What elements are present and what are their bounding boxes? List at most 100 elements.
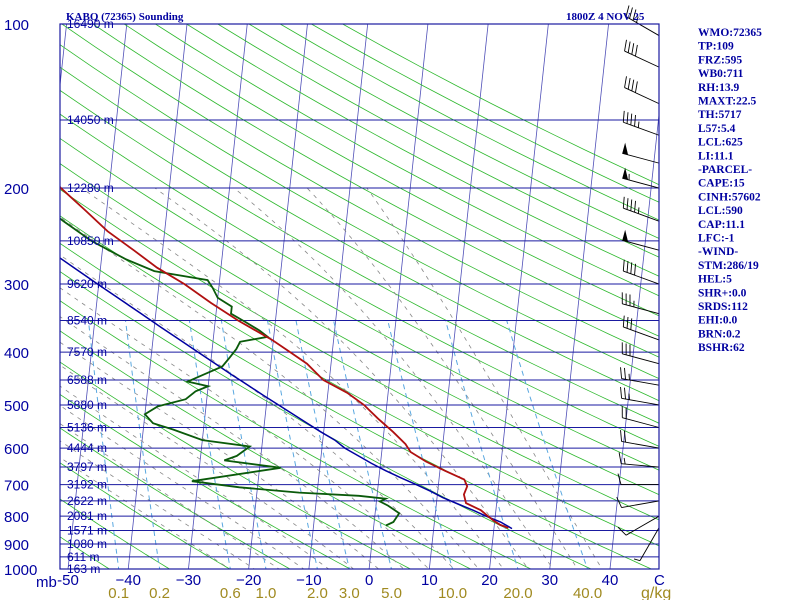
moist-adiabat-line <box>60 404 305 569</box>
height-label: 1571 m <box>67 524 107 538</box>
pressure-tick-label: 300 <box>4 277 29 294</box>
dry-adiabat-line <box>61 24 659 358</box>
background-grid <box>0 12 659 581</box>
wind-barb-flag <box>624 76 627 88</box>
wind-barb-staff <box>623 121 660 136</box>
wind-barb-flag <box>626 261 629 273</box>
wind-barb-staff <box>622 177 660 189</box>
height-label: 3192 m <box>67 478 107 492</box>
temperature-profile-line <box>60 185 509 529</box>
pressure-tick-label: 1000 <box>4 562 37 579</box>
height-label: 3797 m <box>67 460 107 474</box>
wind-barb-staff <box>623 207 660 222</box>
isotherm-line <box>609 111 659 569</box>
height-label: 1080 m <box>67 537 107 551</box>
wind-barb-pennant <box>622 167 629 180</box>
mixing-ratio-label: 0.1 <box>108 585 129 600</box>
temperature-tick-label: 0 <box>365 572 373 589</box>
wind-barb-flag <box>620 430 623 442</box>
wind-barb-flag <box>627 77 631 90</box>
dry-adiabat-line <box>60 361 412 569</box>
moist-adiabat-line <box>60 440 256 569</box>
height-label: 8540 m <box>67 314 107 328</box>
wind-barb-flag <box>626 112 629 124</box>
wind-barb <box>620 386 660 406</box>
moist-adiabat-line <box>154 187 529 569</box>
dry-adiabat-line <box>60 462 231 569</box>
wind-barb-half-flag <box>636 16 639 23</box>
dry-adiabat-line <box>123 24 659 317</box>
wind-barb-pennant <box>622 142 629 155</box>
moist-adiabat-line <box>60 385 330 569</box>
mixing-ratio-line <box>506 320 589 569</box>
mixing-ratio-label: 0.2 <box>149 585 170 600</box>
wind-barb-flag <box>634 200 636 213</box>
height-label: 10850 m <box>67 234 114 248</box>
stability-index: CINH:57602 <box>698 191 761 203</box>
wind-barb-flag <box>626 316 629 329</box>
moist-adiabat-line <box>60 287 430 569</box>
isotherm-line <box>0 12 8 581</box>
stability-index: BSHR:62 <box>698 342 745 354</box>
stability-index: EHI:0.0 <box>698 315 738 327</box>
mixing-ratio-line <box>445 320 519 569</box>
mixing-ratio-units-label: g/kg <box>641 585 671 600</box>
wind-barb-flag <box>624 387 626 400</box>
dry-adiabat-line <box>60 427 291 569</box>
isotherm-line <box>549 24 609 569</box>
isotherm-line <box>428 24 489 569</box>
wind-barb <box>621 292 660 315</box>
stability-index: RH:13.9 <box>698 82 739 94</box>
wind-barb-flag <box>630 199 633 211</box>
stability-index: WB0:711 <box>698 68 744 80</box>
wind-barb-staff <box>621 441 660 449</box>
height-label: 5880 m <box>67 398 107 412</box>
mixing-ratio-label: 2.0 <box>307 585 328 600</box>
wind-barb <box>622 315 660 341</box>
wind-barb-flag <box>624 430 626 443</box>
wind-barb-half-flag <box>637 121 640 128</box>
stability-index: HEL:5 <box>698 274 732 286</box>
isotherm-line <box>60 24 67 89</box>
mixing-ratio-line <box>220 320 267 569</box>
temperature-tick-label: 10 <box>421 572 438 589</box>
wind-barb-flag <box>627 41 631 53</box>
stability-index: MAXT:22.5 <box>698 96 756 108</box>
dry-adiabat-line <box>155 24 659 297</box>
wind-barb-staff <box>621 397 660 406</box>
isotherm-line <box>127 24 188 569</box>
dry-adiabat-line <box>217 24 659 258</box>
wind-barb-staff <box>625 16 660 36</box>
mixing-ratio-line <box>125 320 161 569</box>
wind-barb <box>633 527 660 562</box>
temperature-tick-label: −20 <box>236 572 261 589</box>
temperature-tick-label: 20 <box>481 572 498 589</box>
stability-index: BRN:0.2 <box>698 328 741 340</box>
stability-index: LCL:625 <box>698 137 743 149</box>
height-label: 16490 m <box>67 17 114 31</box>
stability-index: L57:5.4 <box>698 123 736 135</box>
wind-barb-flag <box>630 262 633 274</box>
parcel-profile-line <box>60 257 513 530</box>
wind-barb-flag <box>630 318 633 330</box>
stability-index: CAPE:15 <box>698 178 745 190</box>
wind-barb-flag <box>622 196 625 209</box>
temperature-tick-label: −40 <box>115 572 140 589</box>
pressure-tick-label: 600 <box>4 441 29 458</box>
temperature-tick-label: −30 <box>176 572 201 589</box>
height-label: 6588 m <box>67 373 107 387</box>
stability-index: LI:11.1 <box>698 150 734 162</box>
stability-index: WMO:72365 <box>698 27 762 39</box>
wind-barb-staff <box>623 270 660 285</box>
stability-index: -WIND- <box>698 246 738 258</box>
height-label: 4444 m <box>67 441 107 455</box>
mixing-ratio-line <box>333 320 393 569</box>
wind-barb <box>618 452 660 468</box>
mixing-ratio-line <box>387 320 454 569</box>
mixing-ratio-label: 0.6 <box>220 585 241 600</box>
dry-adiabat-line <box>60 242 653 569</box>
wind-barb-flag <box>634 44 638 57</box>
pressure-tick-label: 100 <box>4 17 29 34</box>
wind-barb-flag <box>620 386 623 399</box>
